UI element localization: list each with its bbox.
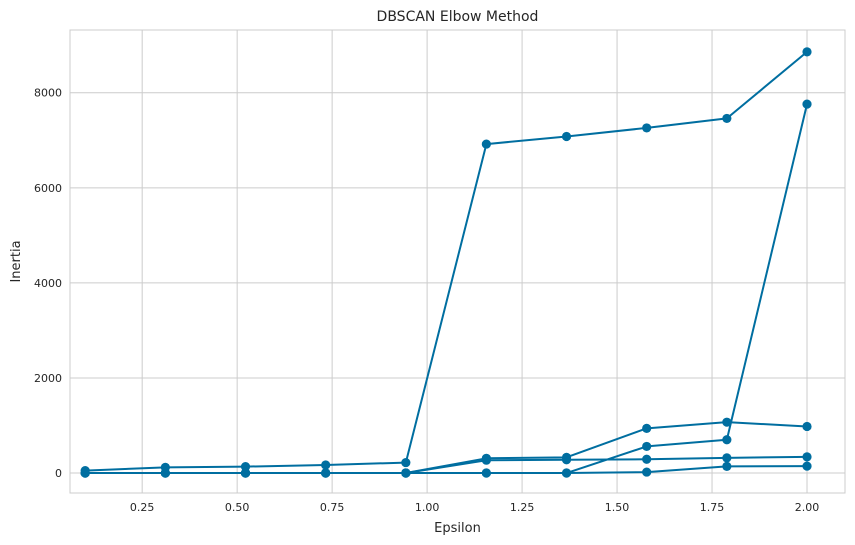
series-line-5	[85, 465, 808, 475]
data-point	[160, 468, 170, 478]
series-line-1	[85, 51, 808, 472]
data-point	[240, 468, 251, 478]
data-point	[481, 139, 491, 149]
y-tick-label: 0	[55, 467, 62, 480]
data-point	[802, 461, 812, 471]
data-point	[802, 452, 812, 462]
y-tick-label: 4000	[34, 277, 62, 290]
x-axis-label: Epsilon	[434, 521, 481, 536]
data-point	[802, 47, 812, 57]
y-tick-labels: 0 2000 4000 6000 8000	[34, 87, 62, 480]
x-tick-label: 0.75	[320, 501, 345, 514]
data-point	[642, 454, 652, 464]
x-tick-label: 0.25	[130, 501, 155, 514]
data-point	[642, 423, 652, 433]
data-point	[481, 455, 491, 465]
data-point	[321, 468, 331, 478]
data-point	[80, 468, 90, 478]
x-tick-label: 1.50	[605, 501, 630, 514]
data-point	[642, 123, 652, 133]
y-tick-label: 8000	[34, 87, 62, 100]
y-tick-label: 2000	[34, 372, 62, 385]
x-tick-label: 1.00	[415, 501, 440, 514]
x-tick-label: 0.50	[225, 501, 250, 514]
data-point	[401, 457, 411, 468]
data-point	[722, 461, 732, 471]
x-tick-label: 2.00	[795, 501, 820, 514]
chart-title: DBSCAN Elbow Method	[377, 9, 539, 25]
data-point	[642, 441, 652, 452]
data-point	[481, 468, 491, 478]
y-axis-label: Inertia	[9, 240, 24, 282]
data-point	[722, 417, 732, 427]
x-tick-label: 1.25	[510, 501, 535, 514]
data-point	[561, 455, 572, 465]
data-point	[401, 468, 411, 478]
series-lines	[85, 51, 808, 475]
data-point	[802, 99, 812, 109]
data-point	[722, 435, 732, 445]
data-point	[240, 462, 251, 472]
data-point	[321, 460, 331, 470]
y-tick-label: 6000	[34, 182, 62, 195]
data-points	[80, 47, 812, 478]
data-point	[802, 421, 812, 432]
data-point	[722, 113, 732, 124]
data-point	[561, 468, 572, 478]
x-tick-labels: 0.25 0.50 0.75 1.00 1.25 1.50 1.75 2.00	[130, 501, 819, 514]
data-point	[722, 453, 732, 463]
data-point	[561, 131, 572, 142]
x-tick-label: 1.75	[700, 501, 725, 514]
data-point	[642, 467, 652, 477]
